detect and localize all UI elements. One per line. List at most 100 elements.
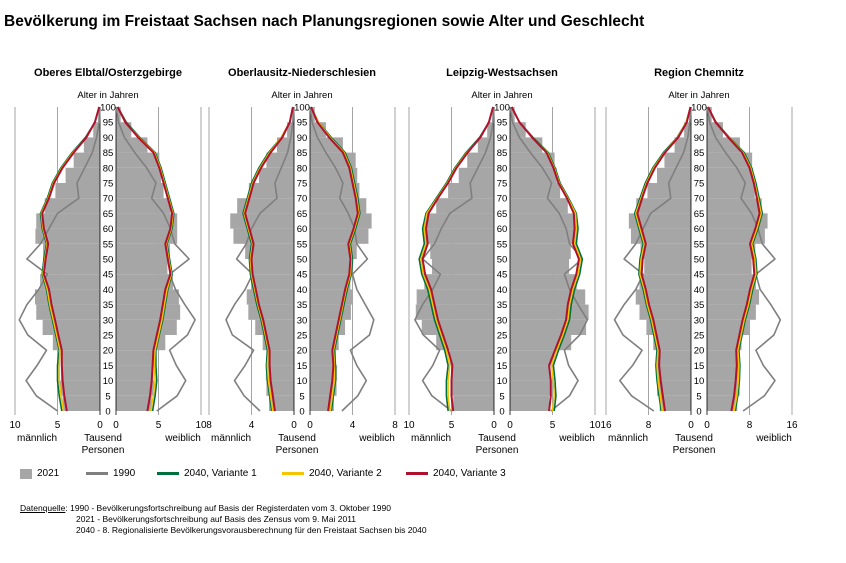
panel4-bar-female-2021-50 [707,243,756,259]
source-text-1990: : 1990 - Bevölkerungsfortschreibung auf … [65,503,391,513]
panel4-bar-male-2021-20 [653,335,691,351]
panel4-line-male-v1 [633,106,692,412]
panel2-bar-female-2021-15 [310,350,337,366]
panel3-age-tick-15: 15 [497,361,508,372]
panel1-line-female-v3 [116,106,174,412]
panel3-bar-female-2021-35 [510,289,586,305]
panel4-xtick-male-1: 8 [646,420,652,431]
panel2-bar-female-2021-65 [310,198,367,214]
panel2-bar-male-2021-90 [287,122,294,138]
panel3-age-tick-50: 50 [497,255,508,266]
panel1-age-tick-15: 15 [103,361,114,372]
panel3-bar-male-2021-60 [426,213,494,229]
panel2-age-tick-40: 40 [297,285,308,296]
panel1-bar-female-2021-55 [116,228,178,244]
panel2-bar-male-2021-80 [266,152,294,168]
panel1-age-tick-100: 100 [100,103,116,114]
panel3-age-tick-55: 55 [497,239,508,250]
legend-item-1990: 1990 [86,468,135,479]
panel2-bar-male-2021-15 [266,350,294,366]
panel4-bar-female-2021-5 [707,380,740,396]
panel1-bar-female-2021-45 [116,259,168,275]
panel2-xtick-female-0: 0 [307,420,313,431]
panel3-age-tick-30: 30 [497,315,508,326]
panel2-age-tick-95: 95 [297,118,308,129]
panel3-bar-female-2021-30 [510,304,589,320]
panel3-age-tick-95: 95 [497,118,508,129]
panel2-xlabel-line1: Tausend [278,433,316,444]
legend-swatch-2021 [20,468,32,479]
panel4-line-male-v3 [636,106,692,412]
panel3-bar-female-2021-45 [510,259,570,275]
panel2-line-female-s1990 [309,106,375,412]
panel2-bar-male-2021-40 [250,274,294,290]
panel3-bar-male-2021-80 [467,152,494,168]
panel4-line-female-s1990 [706,106,782,412]
panel1-age-tick-65: 65 [103,209,114,220]
panel1-line-female-s1990 [115,106,196,412]
panel4-bar-male-2021-65 [636,198,691,214]
panel3-xtick-female-2: 10 [589,420,601,431]
panel1-line-male-s1990 [18,106,101,412]
panel3-xtick-male-1: 5 [449,420,455,431]
panel2-line-male-s1990 [225,106,295,412]
data-sources: Datenquelle: 1990 - Bevölkerungsfortschr… [20,503,427,536]
panel3-bar-female-2021-5 [510,380,552,396]
panel3-age-tick-85: 85 [497,148,508,159]
panel2-age-tick-15: 15 [297,361,308,372]
source-line-2021: 2021 - Bevölkerungsfortschreibung auf Ba… [76,514,357,524]
panel2-bar-female-2021-30 [310,304,351,320]
panel3-line-female-v3 [510,106,580,412]
panel1-bar-male-2021-20 [52,335,100,351]
panel2-xtick-female-2: 8 [392,420,398,431]
panel2-age-tick-20: 20 [297,346,308,357]
panel2-title: Oberlausitz-Niederschlesien [228,67,376,79]
panel1-age-tick-90: 90 [103,133,114,144]
legend-label-v1: 2040, Variante 1 [184,468,257,479]
panel1-age-tick-85: 85 [103,148,114,159]
panel4-age-tick-35: 35 [694,300,705,311]
panel3-xtick-male-0: 10 [403,420,415,431]
legend-line-v2 [282,472,304,475]
panel4-bar-female-2021-35 [707,289,760,305]
panel2-bar-female-2021-95 [310,107,315,123]
panel3-bar-male-2021-20 [436,335,494,351]
panel4-bar-female-2021-45 [707,259,752,275]
panel4-age-tick-85: 85 [694,148,705,159]
panel4-bar-male-2021-40 [639,274,691,290]
panel2-bar-male-2021-30 [248,304,294,320]
panel3-bar-male-2021-35 [416,289,494,305]
panel4-age-tick-15: 15 [694,361,705,372]
panel1-age-tick-0: 0 [105,407,110,418]
panel1-age-tick-95: 95 [103,118,114,129]
panel2-bar-male-2021-70 [248,183,294,199]
panel4-bar-male-2021-55 [630,228,691,244]
panel2-label-male: männlich [211,433,251,444]
panel2-bar-female-2021-20 [310,335,339,351]
panel1-bar-female-2021-70 [116,183,164,199]
panel3-bar-female-2021-70 [510,183,561,199]
panel1-bar-female-2021-95 [116,107,121,123]
panel1-bar-male-2021-25 [42,319,100,335]
panel2-bar-male-2021-20 [262,335,294,351]
panel4-age-tick-60: 60 [694,224,705,235]
panel2-bar-female-2021-45 [310,259,350,275]
panel3-bar-female-2021-0 [510,395,550,411]
panel1-age-tick-35: 35 [103,300,114,311]
panel3-bar-female-2021-65 [510,198,568,214]
panel2-xlabel-line2: Personen [276,445,319,456]
panel2-bar-male-2021-60 [230,213,294,229]
source-line-2040: 2040 - 8. Regionalisierte Bevölkerungsvo… [76,525,427,535]
panel1-bar-male-2021-15 [60,350,100,366]
panel1-age-tick-60: 60 [103,224,114,235]
legend-label-1990: 1990 [113,468,136,479]
panel2-bar-female-2021-40 [310,274,351,290]
panel2-bar-female-2021-60 [310,213,372,229]
panel1-bar-female-2021-10 [116,365,154,381]
panel2-age-tick-75: 75 [297,179,308,190]
panel4-age-tick-50: 50 [694,255,705,266]
legend-label-v3: 2040, Variante 3 [433,468,506,479]
panel4-bar-male-2021-90 [684,122,691,138]
panel1-age-tick-45: 45 [103,270,114,281]
panel4-line-female-v1 [707,106,764,412]
